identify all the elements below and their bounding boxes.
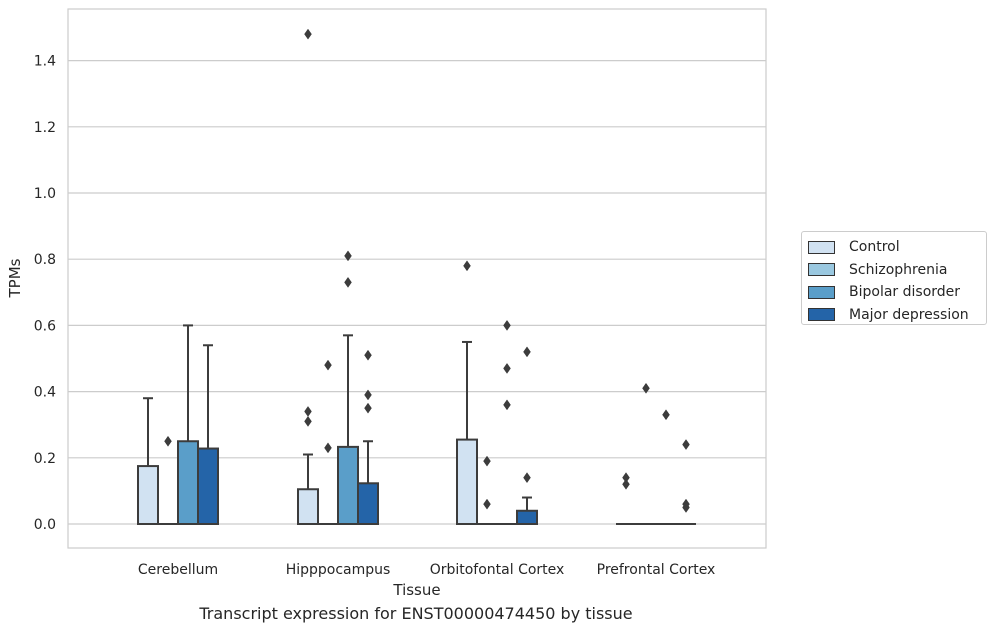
outlier-point: [523, 472, 531, 484]
y-tick-label: 0.4: [34, 385, 56, 401]
outlier-point: [503, 362, 511, 374]
box: [297, 488, 319, 525]
y-tick-label: 0.8: [34, 252, 56, 268]
outlier-point: [164, 435, 172, 447]
outlier-point: [463, 260, 471, 272]
box-group: [656, 409, 676, 525]
outlier-point: [622, 478, 630, 490]
box: [516, 509, 538, 526]
box-group: [318, 359, 338, 525]
x-tick-label: Orbitofontal Cortex: [430, 562, 565, 578]
legend-item: Control: [808, 236, 986, 259]
outlier-point: [642, 382, 650, 394]
outlier-point: [304, 415, 312, 427]
outlier-point: [503, 319, 511, 331]
legend-item: Bipolar disorder: [808, 281, 986, 304]
outlier-point: [364, 349, 372, 361]
box: [137, 465, 159, 526]
outlier-point: [324, 442, 332, 454]
x-axis-label: Tissue: [392, 581, 440, 599]
outlier-point: [503, 399, 511, 411]
legend-swatch: [808, 240, 835, 254]
legend-label: Control: [849, 239, 900, 256]
y-tick-label: 1.4: [34, 54, 56, 70]
outlier-point: [324, 359, 332, 371]
outlier-point: [304, 406, 312, 417]
grid-lines: [68, 59, 766, 525]
plot-marks: [137, 28, 696, 526]
plot-frame: [67, 8, 767, 549]
box-group: [676, 439, 696, 525]
box: [197, 447, 219, 526]
outlier-point: [682, 498, 690, 510]
box-group: [137, 397, 159, 526]
box-group: [636, 382, 656, 525]
outlier-point: [662, 409, 670, 421]
box-group: [516, 346, 538, 526]
box-group: [497, 319, 517, 525]
outlier-point: [364, 402, 372, 414]
box-group: [337, 250, 359, 526]
outlier-point: [523, 346, 531, 358]
y-tick-label: 0.0: [34, 517, 56, 533]
y-tick-label: 1.2: [34, 120, 56, 136]
outlier-point: [304, 28, 312, 40]
box-group: [158, 435, 178, 525]
box-group: [177, 324, 199, 525]
outlier-point: [344, 250, 352, 262]
outlier-point: [483, 498, 491, 510]
x-tick-label: Cerebellum: [138, 562, 218, 578]
legend-item: Major depression: [808, 304, 986, 327]
y-axis-label: TPMs: [6, 258, 24, 298]
box: [357, 482, 379, 525]
box-group: [616, 472, 636, 525]
box-group: [297, 28, 319, 525]
x-tick-label: Prefrontal Cortex: [597, 562, 716, 578]
outlier-point: [622, 472, 630, 484]
legend-label: Major depression: [849, 306, 969, 323]
outlier-point: [344, 276, 352, 288]
outlier-point: [682, 439, 690, 450]
outlier-point: [364, 389, 372, 401]
y-tick-label: 0.2: [34, 451, 56, 467]
y-tick-labels: 0.0 0.2 0.4 0.6 0.8 1.0 1.2 1.4: [34, 54, 56, 533]
box-group: [357, 349, 379, 525]
outlier-point: [483, 455, 491, 467]
box: [337, 445, 359, 526]
x-tick-labels: Cerebellum Hipppocampus Orbitofontal Corte…: [138, 562, 715, 578]
legend-swatch: [808, 263, 835, 277]
y-tick-label: 0.6: [34, 318, 56, 334]
chart-caption: Transcript expression for ENST0000047445…: [199, 604, 633, 623]
legend: Control Schizophrenia Bipolar disorder Majo…: [801, 231, 987, 325]
box-group: [197, 344, 219, 526]
x-tick-label: Hipppocampus: [286, 562, 391, 578]
legend-label: Schizophrenia: [849, 261, 948, 278]
legend-label: Bipolar disorder: [849, 284, 961, 301]
box: [177, 440, 199, 525]
legend-item: Schizophrenia: [808, 259, 986, 282]
legend-swatch: [808, 308, 835, 322]
box-group: [477, 455, 497, 525]
box-group: [456, 260, 478, 525]
y-tick-label: 1.0: [34, 186, 56, 202]
box: [456, 438, 478, 525]
legend-swatch: [808, 285, 835, 299]
